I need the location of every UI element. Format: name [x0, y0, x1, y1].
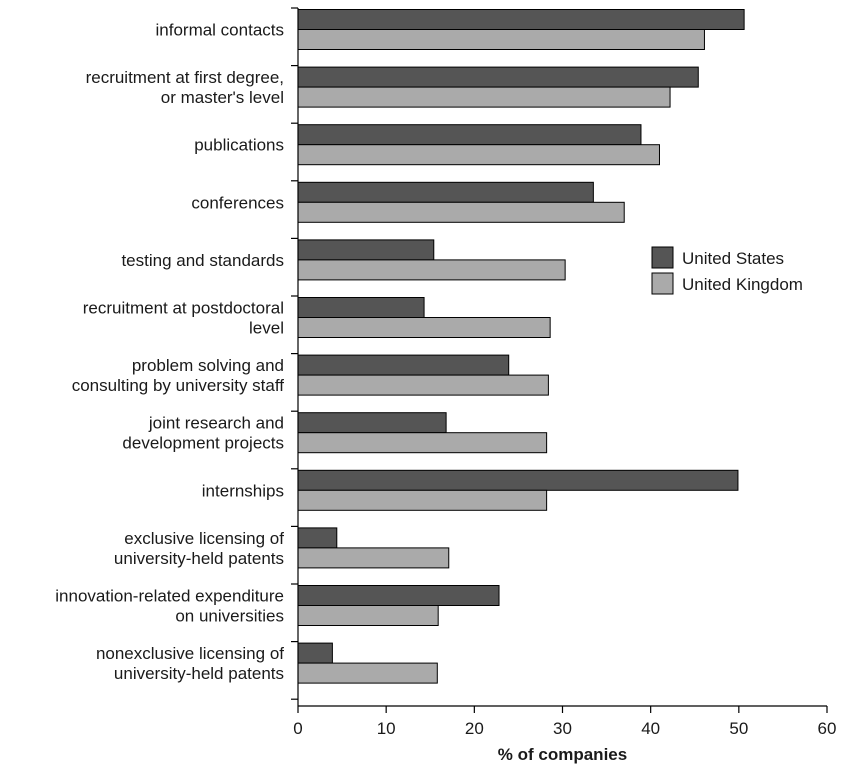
x-tick-label: 50 [729, 719, 748, 738]
x-tick-label: 20 [465, 719, 484, 738]
category-label: publications [194, 136, 284, 155]
x-tick-label: 0 [293, 719, 302, 738]
bar-uk [297, 317, 551, 338]
bar-uk [297, 144, 660, 166]
legend: United States United Kingdom [651, 246, 803, 295]
bar-us [297, 585, 500, 606]
bar-uk [297, 86, 671, 108]
bar-us [297, 124, 642, 146]
bar-uk [297, 201, 625, 223]
bar-uk [297, 259, 566, 281]
bar-us [297, 642, 333, 664]
category-label: exclusive licensing of university-held pa… [114, 529, 284, 568]
bar-uk [297, 605, 439, 626]
x-tick-label: 30 [553, 719, 572, 738]
bar-uk [297, 662, 438, 684]
bars-layer [297, 9, 745, 684]
bar-uk [297, 432, 548, 454]
bar-us [297, 412, 447, 434]
bar-us [297, 181, 594, 203]
bar-us [297, 297, 425, 318]
x-tick-label: 10 [377, 719, 396, 738]
bar-us [297, 239, 435, 261]
bar-uk [297, 29, 705, 50]
category-label: recruitment at postdoctoral level [83, 299, 284, 338]
category-label: internships [202, 481, 284, 500]
category-label: innovation-related expenditure on univers… [55, 587, 284, 626]
legend-swatch [651, 272, 674, 295]
category-label: conferences [191, 193, 284, 212]
bar-us [297, 469, 739, 491]
category-label: nonexclusive licensing of university-held… [96, 644, 284, 683]
category-label: informal contacts [156, 21, 285, 40]
bar-us [297, 354, 510, 376]
legend-swatch [651, 246, 674, 269]
bar-us [297, 66, 699, 88]
legend-label: United Kingdom [682, 275, 803, 294]
category-label: testing and standards [121, 251, 284, 270]
category-label: joint research and development projects [122, 414, 284, 453]
x-axis-title: % of companies [498, 745, 627, 764]
bar-uk [297, 489, 548, 511]
bar-uk [297, 374, 549, 396]
ticks-layer: 0 10 20 30 40 50 60 [291, 7, 837, 738]
x-tick-label: 40 [641, 719, 660, 738]
category-labels: informal contacts recruitment at first de… [55, 21, 284, 684]
legend-label: United States [682, 249, 784, 268]
bar-uk [297, 547, 450, 569]
bar-us [297, 9, 745, 30]
x-tick-label: 60 [818, 719, 837, 738]
bar-us [297, 527, 338, 549]
category-label: problem solving and consulting by univers… [72, 356, 285, 395]
category-label: recruitment at first degree, or master's … [86, 68, 284, 107]
